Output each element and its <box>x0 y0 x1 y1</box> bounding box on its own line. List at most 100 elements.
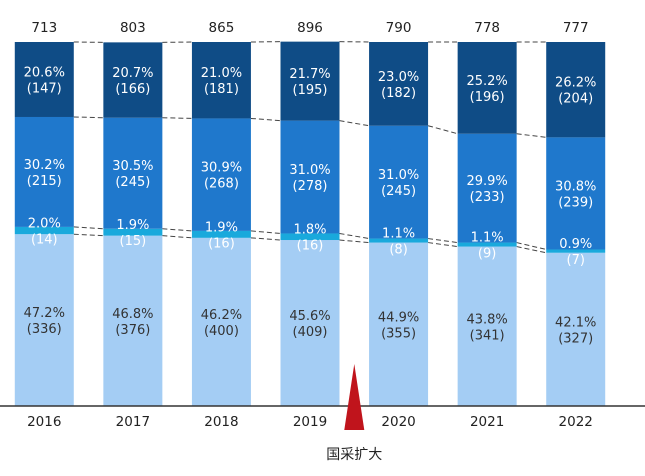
bar-segment <box>14 116 74 227</box>
segment-percent-label: 45.6% <box>289 309 330 324</box>
bar-segment <box>103 117 163 229</box>
segment-value-label: (400) <box>204 324 239 339</box>
segment-value-label: (336) <box>27 322 62 337</box>
segment-value-label: (7) <box>567 253 585 268</box>
bar-segment <box>103 235 163 406</box>
connector-line <box>339 232 370 240</box>
bar-segment <box>457 246 517 406</box>
segment-percent-label: 20.7% <box>112 66 153 81</box>
connector-line <box>339 120 370 127</box>
segment-value-label: (239) <box>558 195 593 210</box>
connector-line <box>73 116 104 119</box>
bars-layer <box>14 41 606 406</box>
segment-value-label: (16) <box>297 239 324 254</box>
bar-segment <box>369 242 429 406</box>
segment-percent-label: 44.9% <box>378 310 419 325</box>
connector-line <box>428 242 458 248</box>
x-tick-label: 2020 <box>381 414 415 430</box>
segment-value-label: (233) <box>470 190 505 205</box>
segment-percent-label: 1.9% <box>116 218 149 233</box>
segment-value-label: (166) <box>115 82 150 97</box>
bar-segment <box>280 233 340 241</box>
bar-segment <box>103 42 163 118</box>
bar-segment <box>546 249 606 253</box>
bar-segment <box>457 133 517 243</box>
segment-percent-label: 46.2% <box>201 308 242 323</box>
bar-segment <box>103 228 163 236</box>
segment-value-label: (245) <box>381 184 416 199</box>
bar-segment <box>546 137 606 250</box>
bar-total-label: 865 <box>209 20 235 36</box>
segment-percent-label: 30.9% <box>201 161 242 176</box>
segment-percent-label: 20.6% <box>24 65 65 80</box>
segment-value-label: (195) <box>293 83 328 98</box>
segment-value-label: (147) <box>27 81 62 96</box>
connector-line <box>339 239 370 244</box>
segment-percent-label: 26.2% <box>555 76 596 91</box>
x-tick-label: 2021 <box>470 414 504 430</box>
bar-segment <box>369 238 429 243</box>
segment-percent-label: 47.2% <box>24 306 65 321</box>
bar-segment <box>191 42 251 119</box>
x-tick-label: 2019 <box>293 414 327 430</box>
connector-line <box>73 226 104 230</box>
x-tick-label: 2017 <box>116 414 150 430</box>
segment-percent-label: 1.9% <box>205 220 238 235</box>
segment-percent-label: 43.8% <box>466 312 507 327</box>
segment-percent-label: 30.2% <box>24 158 65 173</box>
segment-value-label: (204) <box>558 92 593 107</box>
segment-value-label: (409) <box>293 325 328 340</box>
segment-value-label: (341) <box>470 328 505 343</box>
bar-segment <box>191 237 251 406</box>
segment-value-label: (376) <box>115 323 150 338</box>
segment-percent-label: 46.8% <box>112 307 153 322</box>
segment-percent-label: 23.0% <box>378 70 419 85</box>
bar-total-label: 896 <box>297 20 323 36</box>
connector-lines <box>73 41 547 254</box>
bar-segment <box>14 42 74 117</box>
connector-line <box>428 238 458 244</box>
segment-value-label: (8) <box>389 243 407 258</box>
bar-total-label: 777 <box>563 20 589 36</box>
bar-segment <box>280 120 340 234</box>
connector-line <box>162 228 192 232</box>
x-axis-ticks: 2016 2017 2018 2019 2020 2021 2022 <box>27 414 593 430</box>
segment-value-label: (181) <box>204 82 239 97</box>
x-tick-label: 2018 <box>204 414 238 430</box>
segment-value-label: (196) <box>470 90 505 105</box>
connector-line <box>516 133 547 138</box>
bar-segment <box>369 125 429 239</box>
segment-value-label: (14) <box>31 233 58 248</box>
labels-layer: 47.2%(336) 2.0%(14) 30.2%(215) 20.6%(147) 71… <box>24 20 597 346</box>
segment-percent-label: 30.5% <box>112 159 153 174</box>
bar-total-label: 803 <box>120 20 146 36</box>
segment-value-label: (215) <box>27 174 62 189</box>
segment-percent-label: 2.0% <box>28 217 61 232</box>
segment-value-label: (182) <box>381 86 416 101</box>
segment-value-label: (355) <box>381 326 416 341</box>
connector-line <box>516 246 547 254</box>
connector-line <box>162 235 192 239</box>
bar-total-label: 713 <box>31 20 57 36</box>
connector-line <box>250 230 281 234</box>
segment-value-label: (245) <box>115 175 150 190</box>
segment-percent-label: 31.0% <box>378 168 419 183</box>
segment-percent-label: 21.0% <box>201 66 242 81</box>
connector-line <box>250 237 281 241</box>
connector-line <box>162 117 192 119</box>
red-triangle-marker <box>344 364 365 430</box>
bar-total-label: 790 <box>386 20 412 36</box>
segment-percent-label: 42.1% <box>555 315 596 330</box>
bar-segment <box>280 41 340 121</box>
bar-segment <box>14 234 74 406</box>
annotation-label: 国采扩大 <box>326 447 382 463</box>
x-tick-label: 2022 <box>559 414 593 430</box>
bar-segment <box>14 226 74 235</box>
bar-segment <box>546 252 606 406</box>
segment-percent-label: 1.8% <box>293 223 326 238</box>
segment-value-label: (15) <box>120 234 147 249</box>
bar-segment <box>457 242 517 247</box>
segment-percent-label: 30.8% <box>555 179 596 194</box>
connector-line <box>516 242 547 250</box>
